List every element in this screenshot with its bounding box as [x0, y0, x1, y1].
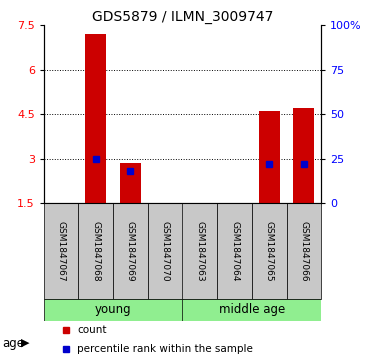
- Text: percentile rank within the sample: percentile rank within the sample: [77, 344, 253, 354]
- Text: count: count: [77, 325, 107, 335]
- Text: GSM1847066: GSM1847066: [299, 221, 308, 281]
- Text: middle age: middle age: [219, 303, 285, 316]
- Text: ▶: ▶: [21, 338, 30, 348]
- Text: GSM1847065: GSM1847065: [265, 221, 274, 281]
- Text: GSM1847070: GSM1847070: [161, 221, 170, 281]
- Text: GSM1847064: GSM1847064: [230, 221, 239, 281]
- Bar: [44, 298, 182, 321]
- Bar: [78, 203, 113, 298]
- Bar: [182, 298, 321, 321]
- Text: GSM1847063: GSM1847063: [195, 221, 204, 281]
- Text: GSM1847068: GSM1847068: [91, 221, 100, 281]
- Bar: [113, 203, 148, 298]
- Bar: [287, 203, 321, 298]
- Bar: [259, 111, 280, 203]
- Bar: [148, 203, 182, 298]
- Bar: [44, 203, 78, 298]
- Bar: [293, 109, 314, 203]
- Text: young: young: [95, 303, 131, 316]
- Bar: [85, 34, 106, 203]
- Text: GSM1847067: GSM1847067: [57, 221, 66, 281]
- Text: age: age: [2, 337, 24, 350]
- Text: GSM1847069: GSM1847069: [126, 221, 135, 281]
- Bar: [120, 163, 141, 203]
- Bar: [182, 203, 217, 298]
- Title: GDS5879 / ILMN_3009747: GDS5879 / ILMN_3009747: [92, 11, 273, 24]
- Bar: [217, 203, 252, 298]
- Bar: [252, 203, 287, 298]
